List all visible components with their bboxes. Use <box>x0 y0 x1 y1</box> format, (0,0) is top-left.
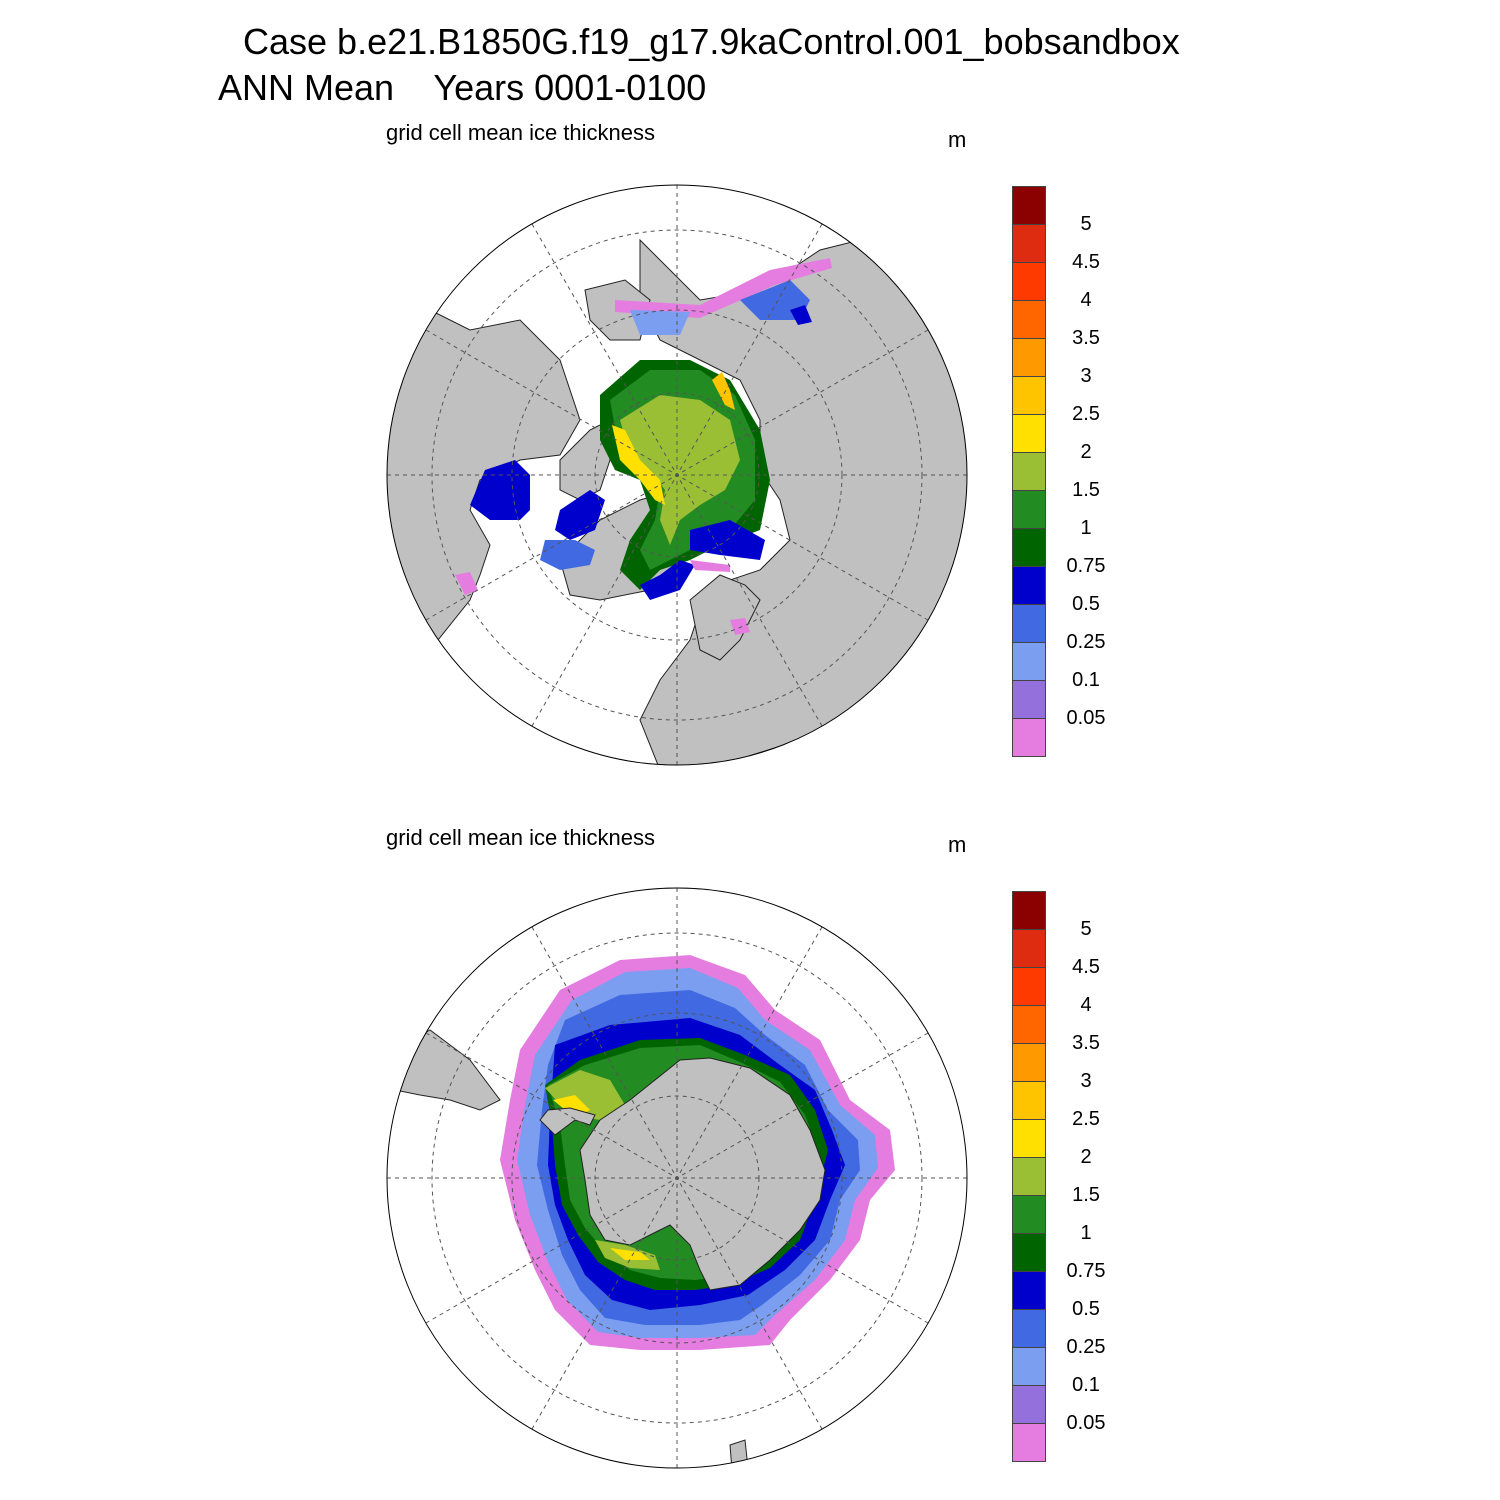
colorbar-tick-label: 0.5 <box>1072 1298 1100 1320</box>
colorbar-tick-label: 0.25 <box>1066 1336 1106 1358</box>
colorbar-box <box>1012 1043 1046 1082</box>
colorbar-box <box>1012 376 1046 415</box>
figure-title-period: ANN Mean Years 0001-0100 <box>218 67 707 108</box>
colorbar-box <box>1012 186 1046 225</box>
figure-title-case: Case b.e21.B1850G.f19_g17.9kaControl.001… <box>243 21 1180 62</box>
colorbar-tick-label: 2.5 <box>1072 403 1100 425</box>
colorbar-box <box>1012 566 1046 605</box>
colorbar-tick-label: 0.25 <box>1066 631 1106 653</box>
colorbar-tick-label: 5 <box>1080 213 1092 235</box>
colorbar-tick-label: 2 <box>1080 441 1092 463</box>
colorbar-tick-label: 3.5 <box>1072 327 1100 349</box>
nh-ice-east-greenland <box>640 560 695 600</box>
colorbar-box <box>1012 929 1046 968</box>
colorbar-tick-label: 4 <box>1080 289 1092 311</box>
colorbar-tick-label: 3 <box>1080 365 1092 387</box>
colorbar-box <box>1012 1385 1046 1424</box>
colorbar-tick-label: 4.5 <box>1072 956 1100 978</box>
colorbar-tick-label: 2.5 <box>1072 1108 1100 1130</box>
colorbar-tick-label: 0.1 <box>1072 669 1100 691</box>
nh-variable-label: grid cell mean ice thickness <box>386 120 656 145</box>
sh-land-africa-tip <box>729 1439 749 1468</box>
colorbar-box <box>1012 1195 1046 1234</box>
colorbar-box <box>1012 452 1046 491</box>
nh-ice-2p5-3 <box>712 372 735 410</box>
colorbar-tick-label: 1 <box>1080 1222 1092 1244</box>
nh-units-label: m <box>948 127 967 152</box>
nh-ice-bering <box>630 310 690 335</box>
sh-land-south-america <box>394 1029 501 1111</box>
nh-graticule <box>387 185 967 765</box>
nh-map-border <box>386 184 968 766</box>
colorbar-tick-label: 0.5 <box>1072 593 1100 615</box>
colorbar-tick-label: 0.1 <box>1072 1374 1100 1396</box>
nh-ice-east-greenland-edge <box>690 560 730 572</box>
nh-land-scandinavia <box>689 574 761 661</box>
colorbar-box <box>1012 224 1046 263</box>
nh-ice-baffin <box>555 490 605 540</box>
nh-ice-st-lawrence <box>455 572 478 595</box>
colorbar-box <box>1012 1347 1046 1386</box>
colorbar-tick-label: 5 <box>1080 918 1092 940</box>
nh-ice-okhotsk-core <box>790 305 812 325</box>
sh-graticule <box>387 888 967 1468</box>
colorbar-tick-label: 4 <box>1080 994 1092 1016</box>
colorbar-box <box>1012 1005 1046 1044</box>
sh-map <box>387 888 967 1468</box>
colorbar-box <box>1012 1309 1046 1348</box>
colorbar-box <box>1012 300 1046 339</box>
colorbar-box <box>1012 1233 1046 1272</box>
colorbar-tick-label: 1 <box>1080 517 1092 539</box>
colorbar-box <box>1012 891 1046 930</box>
nh-ice-1p5-2 <box>620 395 740 545</box>
colorbar-box <box>1012 718 1046 757</box>
colorbar-box <box>1012 1157 1046 1196</box>
sh-units-label: m <box>948 832 967 857</box>
sh-variable-label: grid cell mean ice thickness <box>386 825 656 850</box>
sh-land-antarctic-peninsula <box>539 1107 596 1136</box>
nh-map <box>387 185 967 765</box>
colorbar-tick-label: 0.75 <box>1066 555 1106 577</box>
colorbar-box <box>1012 604 1046 643</box>
colorbar-tick-label: 1.5 <box>1072 479 1100 501</box>
nh-ice-baltic <box>730 618 750 635</box>
colorbar-tick-label: 3 <box>1080 1070 1092 1092</box>
colorbar-box <box>1012 1081 1046 1120</box>
nh-ice-bering-edge <box>615 258 832 318</box>
colorbar-box <box>1012 967 1046 1006</box>
colorbar-box <box>1012 642 1046 681</box>
sh-map-border <box>386 887 968 1469</box>
colorbar-tick-label: 0.05 <box>1066 707 1106 729</box>
colorbar-box <box>1012 1119 1046 1158</box>
colorbar-box <box>1012 1271 1046 1310</box>
colorbar-box <box>1012 414 1046 453</box>
colorbar-box <box>1012 680 1046 719</box>
colorbar-box <box>1012 528 1046 567</box>
colorbar-tick-label: 3.5 <box>1072 1032 1100 1054</box>
colorbar-tick-label: 0.75 <box>1066 1260 1106 1282</box>
colorbar-tick-label: 2 <box>1080 1146 1092 1168</box>
colorbar-tick-label: 0.05 <box>1066 1412 1106 1434</box>
sh-ice-ross-2-2p5 <box>610 1248 650 1260</box>
colorbar-tick-label: 4.5 <box>1072 251 1100 273</box>
colorbar-tick-label: 1.5 <box>1072 1184 1100 1206</box>
colorbar-box <box>1012 490 1046 529</box>
nh-ice-labrador <box>540 540 595 570</box>
colorbar-box <box>1012 262 1046 301</box>
nh-ice-2-2p5 <box>612 425 665 505</box>
colorbar-box <box>1012 338 1046 377</box>
colorbar-box <box>1012 1423 1046 1462</box>
